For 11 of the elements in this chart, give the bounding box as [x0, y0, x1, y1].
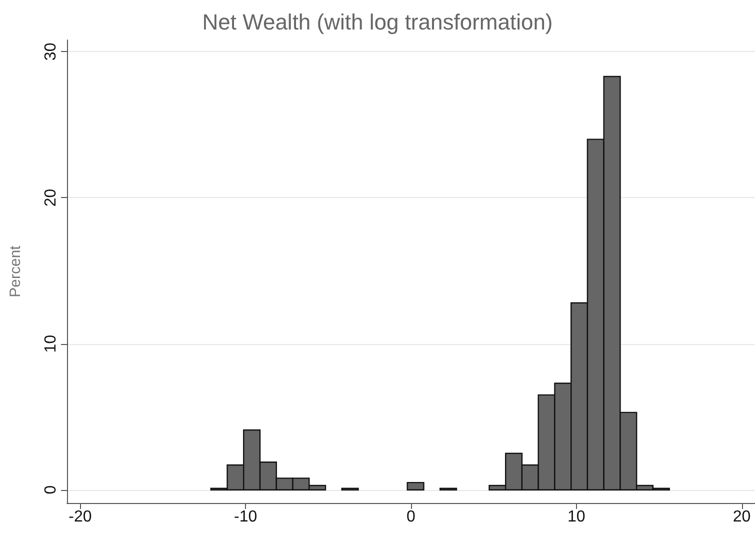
chart-title: Net Wealth (with log transformation): [202, 10, 553, 34]
x-tick-label: 0: [406, 508, 416, 526]
y-tick-label: 10: [42, 334, 60, 353]
x-tick-label: 20: [732, 508, 751, 526]
x-tick-label: -10: [234, 508, 258, 526]
x-tick-label: -20: [68, 508, 92, 526]
x-tick-label: 10: [567, 508, 586, 526]
y-tick-label: 20: [42, 188, 60, 207]
y-axis-title: Percent: [7, 244, 24, 298]
y-tick-label: 0: [42, 485, 60, 494]
y-tick-label: 30: [42, 42, 60, 61]
